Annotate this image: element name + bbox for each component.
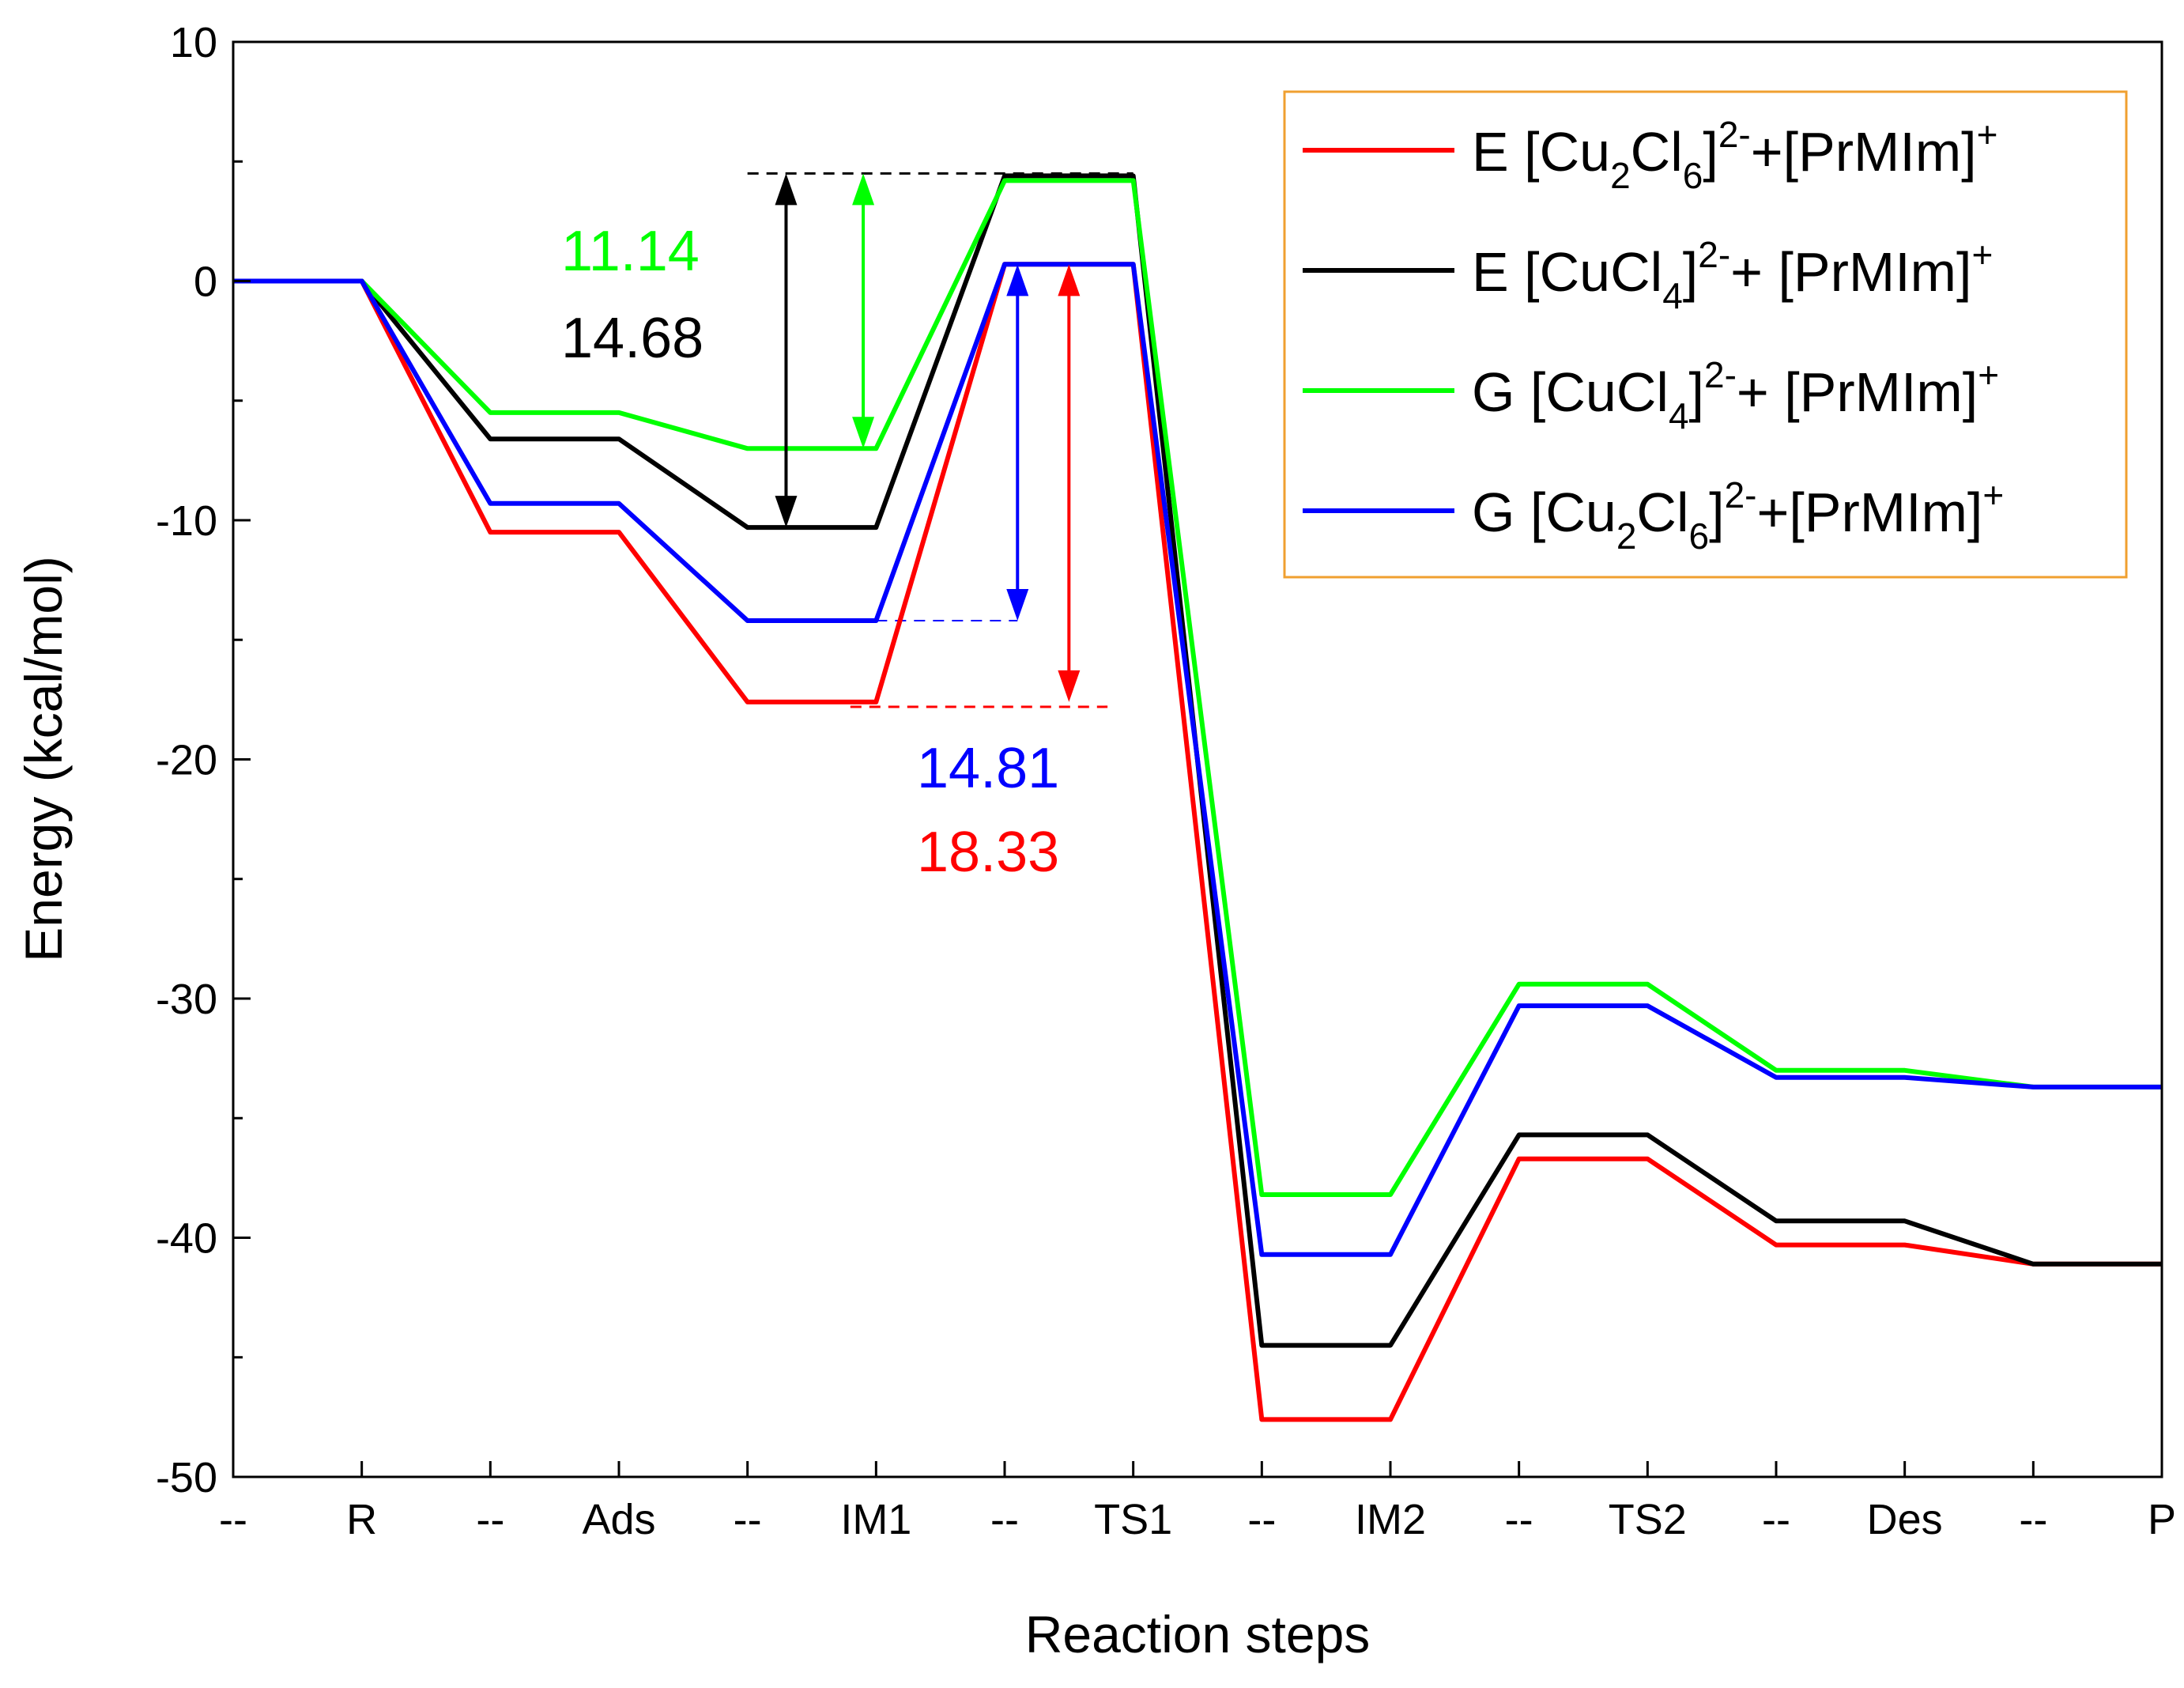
x-tick-label: -- bbox=[1505, 1496, 1533, 1543]
arrow-head-down bbox=[1006, 589, 1029, 621]
series-line-g-cucl4 bbox=[233, 178, 2162, 1197]
legend-label: E [CuCl4]2-+ [PrMIm]+ bbox=[1472, 234, 1993, 316]
x-tick-label: P bbox=[2148, 1496, 2176, 1543]
series-layer bbox=[233, 173, 2162, 1422]
x-tick-label: -- bbox=[734, 1496, 762, 1543]
barrier-arrow-green bbox=[852, 173, 875, 449]
y-tick-label: -50 bbox=[156, 1454, 217, 1501]
x-tick-label: -- bbox=[990, 1496, 1019, 1543]
legend-entry-g-cu2cl6: G [Cu2Cl6]2-+[PrMIm]+ bbox=[1303, 474, 2004, 557]
legend-label: G [Cu2Cl6]2-+[PrMIm]+ bbox=[1472, 474, 2004, 557]
y-tick-label: -20 bbox=[156, 737, 217, 784]
y-tick-label: -30 bbox=[156, 976, 217, 1023]
legend: E [Cu2Cl6]2-+[PrMIm]+ E [CuCl4]2-+ [PrMIm… bbox=[1283, 90, 2128, 579]
barrier-label-black: 14.68 bbox=[561, 307, 703, 370]
barrier-arrow-red bbox=[1058, 264, 1081, 702]
arrow-head-down bbox=[775, 496, 798, 528]
y-tick-label: -40 bbox=[156, 1215, 217, 1263]
barrier-label-red: 18.33 bbox=[917, 821, 1059, 884]
y-axis: 10 0 -10 -20 -30 -40 -50 bbox=[156, 19, 251, 1501]
legend-entry-e-cucl4: E [CuCl4]2-+ [PrMIm]+ bbox=[1303, 234, 1993, 316]
arrow-head-down bbox=[1058, 670, 1081, 702]
series-line-e-cu2cl6 bbox=[233, 262, 2162, 1422]
arrow-head-up bbox=[1058, 264, 1081, 296]
y-tick-label: -10 bbox=[156, 497, 217, 545]
x-tick-label: -- bbox=[476, 1496, 504, 1543]
arrow-head-down bbox=[852, 417, 875, 449]
barrier-label-blue: 14.81 bbox=[917, 737, 1059, 800]
x-tick-label: Ads bbox=[582, 1496, 655, 1543]
series-line-g-cu2cl6 bbox=[233, 262, 2162, 1257]
x-tick-label: IM1 bbox=[840, 1496, 911, 1543]
x-tick-label: TS1 bbox=[1094, 1496, 1172, 1543]
y-axis-title: Energy (kcal/mol) bbox=[14, 556, 73, 961]
barrier-labels: 11.14 14.68 14.81 18.33 bbox=[561, 220, 1059, 884]
x-tick-label: -- bbox=[219, 1496, 247, 1543]
arrow-head-up bbox=[775, 173, 798, 206]
x-tick-label: -- bbox=[1247, 1496, 1276, 1543]
y-tick-label: 0 bbox=[194, 259, 217, 306]
barrier-arrow-black bbox=[775, 173, 798, 528]
arrow-head-up bbox=[852, 173, 875, 206]
barrier-label-green: 11.14 bbox=[561, 220, 700, 283]
x-tick-label: Des bbox=[1867, 1496, 1943, 1543]
legend-entry-e-cu2cl6: E [Cu2Cl6]2-+[PrMIm]+ bbox=[1303, 114, 1997, 196]
x-tick-label: IM2 bbox=[1355, 1496, 1426, 1543]
legend-entry-g-cucl4: G [CuCl4]2-+ [PrMIm]+ bbox=[1303, 354, 1999, 436]
arrow-head-up bbox=[1006, 264, 1029, 296]
y-tick-label: 10 bbox=[170, 19, 217, 66]
barrier-arrow-blue bbox=[1006, 264, 1029, 621]
x-tick-label: TS2 bbox=[1609, 1496, 1687, 1543]
x-axis-title: Reaction steps bbox=[1025, 1605, 1371, 1663]
x-axis: -- R -- Ads -- IM1 -- TS1 -- IM2 -- TS2 -- Des -- P bbox=[219, 1461, 2176, 1543]
x-tick-label: -- bbox=[2019, 1496, 2047, 1543]
barrier-arrows bbox=[775, 173, 1081, 702]
legend-box bbox=[1283, 90, 2128, 579]
x-tick-label: R bbox=[346, 1496, 377, 1543]
x-tick-label: -- bbox=[1762, 1496, 1790, 1543]
legend-label: G [CuCl4]2-+ [PrMIm]+ bbox=[1472, 354, 1999, 436]
legend-label: E [Cu2Cl6]2-+[PrMIm]+ bbox=[1472, 114, 1997, 196]
